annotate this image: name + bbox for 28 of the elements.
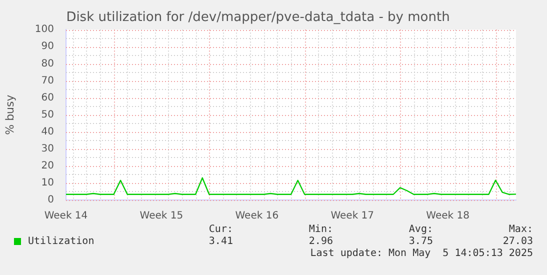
y-tick-label: 20: [41, 160, 54, 172]
text: Min:: [308, 224, 333, 235]
y-tick-label: 80: [41, 58, 54, 70]
y-axis-title: % busy: [3, 94, 16, 135]
text: 2.96: [308, 236, 333, 247]
y-tick-label: 60: [41, 92, 54, 104]
text: Last update: Mon May 5 14:05:13 2025: [310, 248, 533, 259]
x-tick-label: Week 16: [235, 210, 279, 222]
x-tick-label: Week 18: [426, 210, 470, 222]
y-tick-label: 90: [41, 41, 54, 52]
y-tick-label: 30: [41, 143, 54, 154]
x-tick-label: Week 17: [330, 210, 374, 222]
y-tick-label: 70: [41, 75, 54, 86]
y-tick-label: 0: [48, 194, 54, 206]
x-tick-label: Week 14: [44, 210, 88, 222]
text: 3.41: [208, 236, 233, 247]
text: 3.75: [408, 236, 433, 247]
y-tick-label: 40: [41, 126, 54, 138]
y-tick-label: 10: [41, 178, 54, 189]
text: Avg:: [408, 224, 433, 235]
text: Max:: [508, 224, 533, 235]
y-tick-label: 100: [34, 24, 54, 36]
text: Cur:: [208, 224, 233, 235]
x-tick-label: Week 15: [140, 210, 184, 222]
legend-label: Utilization: [28, 236, 94, 247]
text: 27.03: [502, 236, 533, 247]
y-tick-label: 50: [41, 109, 54, 120]
chart-title: Disk utilization for /dev/mapper/pve-data_tdata - by month: [66, 10, 450, 26]
